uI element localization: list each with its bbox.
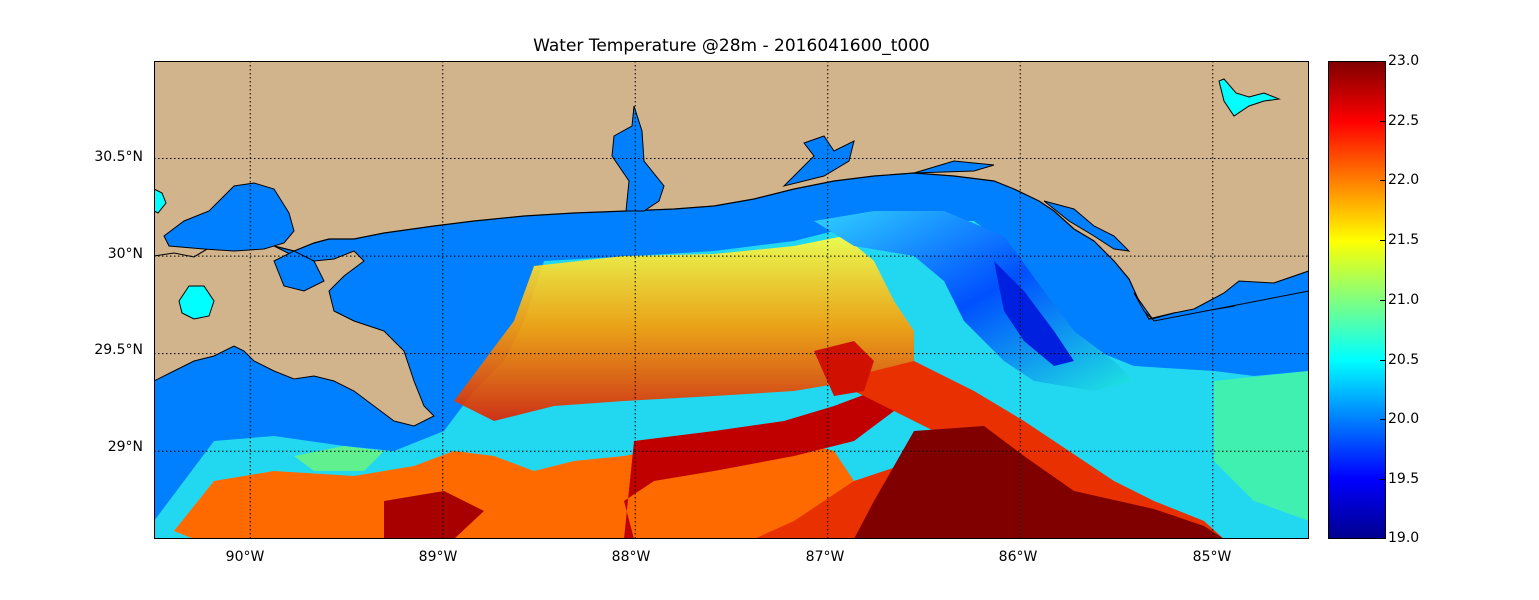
mississippi-delta-land bbox=[154, 238, 435, 427]
colorbar-tick-19-5: 19.5 bbox=[1388, 471, 1420, 487]
st-andrew-bay bbox=[1043, 200, 1131, 252]
lat-label-29: 29°N bbox=[107, 439, 143, 455]
lat-label-30-5: 30.5°N bbox=[94, 149, 143, 165]
map-border bbox=[154, 61, 1309, 539]
colorbar bbox=[1328, 61, 1386, 539]
colorbar-tick-21-5: 21.5 bbox=[1388, 232, 1420, 248]
lon-label-89: 89°W bbox=[418, 549, 458, 565]
lake-cyan-west bbox=[178, 285, 215, 320]
lat-label-30: 30°N bbox=[107, 246, 143, 262]
lat-label-29-5: 29.5°N bbox=[94, 342, 143, 358]
colorbar-tick-22-5: 22.5 bbox=[1388, 113, 1420, 129]
lon-label-90: 90°W bbox=[225, 549, 265, 565]
colorbar-tick-19-0: 19.0 bbox=[1388, 530, 1420, 546]
temperature-field bbox=[154, 211, 1309, 539]
colorbar-tick-23-0: 23.0 bbox=[1388, 53, 1420, 69]
lon-label-86: 86°W bbox=[998, 549, 1038, 565]
map-title: Water Temperature @28m - 2016041600_t000 bbox=[533, 36, 930, 56]
graticule bbox=[154, 61, 1309, 539]
temperature-map bbox=[154, 61, 1309, 539]
lake-borgne bbox=[273, 250, 325, 292]
colorbar-tick-22-0: 22.0 bbox=[1388, 172, 1420, 188]
lake-cyan-edge bbox=[154, 188, 167, 214]
colorbar-tick-21-0: 21.0 bbox=[1388, 292, 1420, 308]
lon-label-85: 85°W bbox=[1192, 549, 1232, 565]
colorbar-tick-20-5: 20.5 bbox=[1388, 352, 1420, 368]
apalachee-bay bbox=[1133, 270, 1309, 322]
lake-pontchartrain bbox=[163, 182, 295, 252]
lon-label-88: 88°W bbox=[611, 549, 651, 565]
map-panel[interactable] bbox=[154, 61, 1309, 539]
lake-cyan-ne bbox=[1218, 78, 1281, 117]
lon-label-87: 87°W bbox=[805, 549, 845, 565]
pensacola-bay bbox=[782, 135, 855, 187]
choctawhatchee-bay bbox=[913, 160, 995, 174]
colorbar-tick-20-0: 20.0 bbox=[1388, 411, 1420, 427]
